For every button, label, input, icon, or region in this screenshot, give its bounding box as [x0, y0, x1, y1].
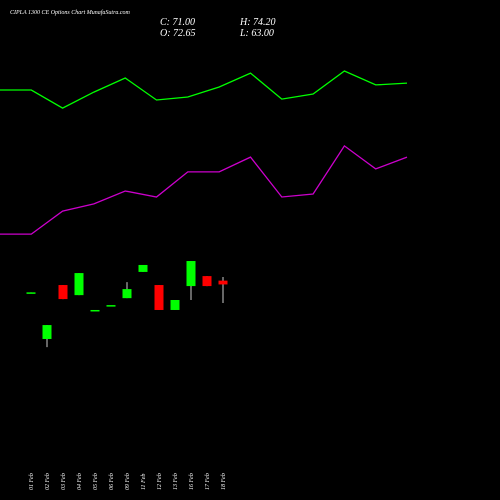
x-tick-label: 12 Feb: [157, 473, 163, 490]
high-label: H: 74.20: [239, 17, 276, 28]
open-label: O: 72.65: [160, 28, 196, 39]
x-tick-label: 05 Feb: [93, 473, 99, 490]
x-tick-label: 11 Feb: [141, 474, 147, 490]
candle-body: [138, 264, 148, 272]
candle-body: [90, 309, 100, 312]
x-tick-label: 03 Feb: [61, 473, 67, 490]
x-tick-label: 01 Feb: [29, 473, 35, 490]
x-tick-label: 17 Feb: [205, 473, 211, 490]
low-label: L: 63.00: [239, 28, 274, 39]
candle-body: [58, 285, 68, 300]
x-tick-label: 13 Feb: [173, 473, 179, 490]
candle-body: [186, 261, 196, 287]
candle-body: [42, 325, 52, 339]
x-tick-label: 18 Feb: [221, 473, 227, 490]
close-label: C: 71.00: [160, 17, 195, 28]
x-tick-label: 16 Feb: [189, 473, 195, 490]
indicator-line: [0, 144, 408, 235]
candle-body: [218, 280, 228, 285]
x-tick-label: 02 Feb: [45, 473, 51, 490]
candle-body: [202, 276, 212, 287]
candle-body: [74, 273, 84, 296]
candle-body: [170, 300, 180, 310]
candle-body: [26, 292, 36, 294]
indicator-line: [0, 70, 408, 109]
chart-title: CIPLA 1300 CE Options Chart MunafaSutra.…: [10, 9, 131, 16]
x-tick-label: 06 Feb: [109, 473, 115, 490]
candle-body: [106, 305, 116, 307]
candle-body: [154, 285, 164, 310]
x-tick-label: 04 Feb: [76, 473, 83, 490]
x-tick-label: 09 Feb: [125, 473, 131, 490]
candle-body: [122, 289, 132, 299]
